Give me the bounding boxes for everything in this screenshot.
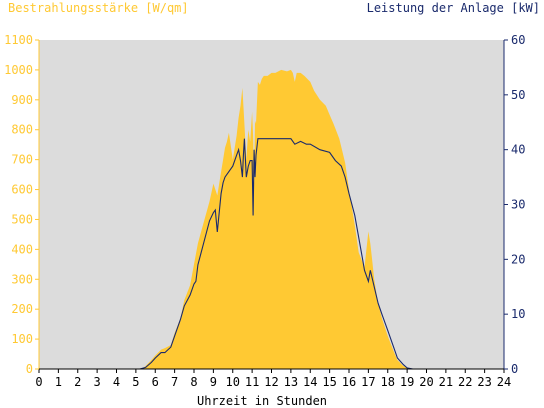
x-tick-label: 4 [113,375,120,389]
x-tick-label: 16 [342,375,356,389]
x-axis-title: Uhrzeit in Stunden [197,394,327,408]
x-tick-label: 12 [264,375,278,389]
x-tick-label: 1 [55,375,62,389]
x-tick-label: 8 [190,375,197,389]
x-tick-label: 20 [419,375,433,389]
right-tick-label: 10 [511,307,525,321]
right-tick-label: 40 [511,143,525,157]
power-line [39,138,504,370]
x-tick-label: 3 [94,375,101,389]
left-tick-label: 1100 [4,33,33,47]
left-tick-label: 900 [11,93,33,107]
x-tick-label: 6 [152,375,159,389]
right-tick-label: 20 [511,252,525,266]
left-tick-label: 1000 [4,63,33,77]
right-axis-title: Leistung der Anlage [kW] [367,1,540,15]
left-tick-label: 100 [11,332,33,346]
x-tick-label: 13 [284,375,298,389]
left-tick-label: 800 [11,123,33,137]
left-tick-label: 700 [11,153,33,167]
x-tick-label: 21 [439,375,453,389]
irradiance-area [141,69,417,370]
left-tick-label: 600 [11,183,33,197]
x-tick-label: 11 [245,375,259,389]
x-tick-label: 18 [381,375,395,389]
x-tick-label: 17 [361,375,375,389]
x-tick-label: 19 [400,375,414,389]
left-tick-label: 500 [11,212,33,226]
x-tick-label: 0 [35,375,42,389]
x-tick-label: 23 [477,375,491,389]
x-tick-label: 5 [132,375,139,389]
right-tick-label: 0 [511,362,518,376]
x-tick-label: 10 [226,375,240,389]
right-tick-label: 30 [511,198,525,212]
x-tick-label: 2 [74,375,81,389]
left-axis-title: Bestrahlungsstärke [W/qm] [8,1,189,15]
right-tick-label: 50 [511,88,525,102]
x-tick-label: 7 [171,375,178,389]
x-tick-label: 14 [303,375,317,389]
x-tick-label: 15 [322,375,336,389]
right-tick-label: 60 [511,33,525,47]
left-tick-label: 300 [11,272,33,286]
x-tick-label: 22 [458,375,472,389]
x-tick-label: 9 [210,375,217,389]
left-tick-label: 400 [11,242,33,256]
left-tick-label: 200 [11,302,33,316]
left-tick-label: 0 [26,362,33,376]
x-tick-label: 24 [497,375,511,389]
